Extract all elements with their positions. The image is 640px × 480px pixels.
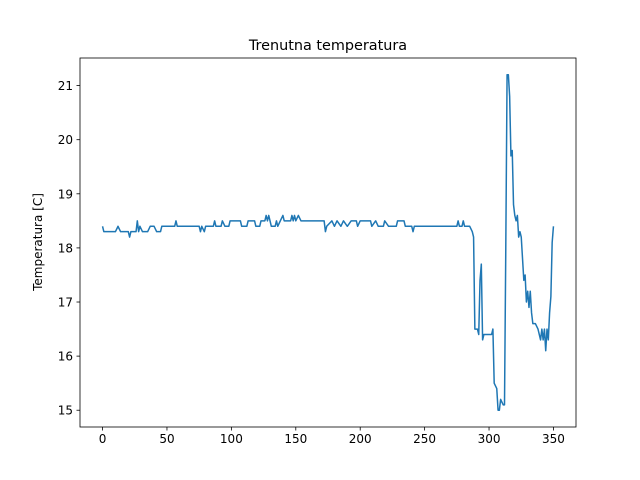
data-line: [101, 74, 555, 411]
y-tick-label: 19: [58, 187, 73, 201]
x-tick-label: 200: [349, 432, 372, 446]
x-tick-label: 150: [284, 432, 307, 446]
y-axis-label: Temperatura [C]: [31, 193, 45, 292]
x-tick-label: 250: [413, 432, 436, 446]
chart-title: Trenutna temperatura: [248, 38, 407, 54]
x-tick-label: 0: [99, 432, 107, 446]
y-tick-label: 17: [58, 296, 73, 310]
y-tick-label: 18: [58, 241, 73, 255]
y-tick-label: 21: [58, 79, 73, 93]
plot-frame: [79, 57, 577, 428]
x-tick-label: 350: [542, 432, 565, 446]
x-tick-label: 300: [478, 432, 501, 446]
y-tick-label: 16: [58, 350, 73, 364]
y-tick-label: 20: [58, 133, 73, 147]
x-tick-label: 100: [220, 432, 243, 446]
y-tick-label: 15: [58, 404, 73, 418]
x-tick-label: 50: [159, 432, 174, 446]
